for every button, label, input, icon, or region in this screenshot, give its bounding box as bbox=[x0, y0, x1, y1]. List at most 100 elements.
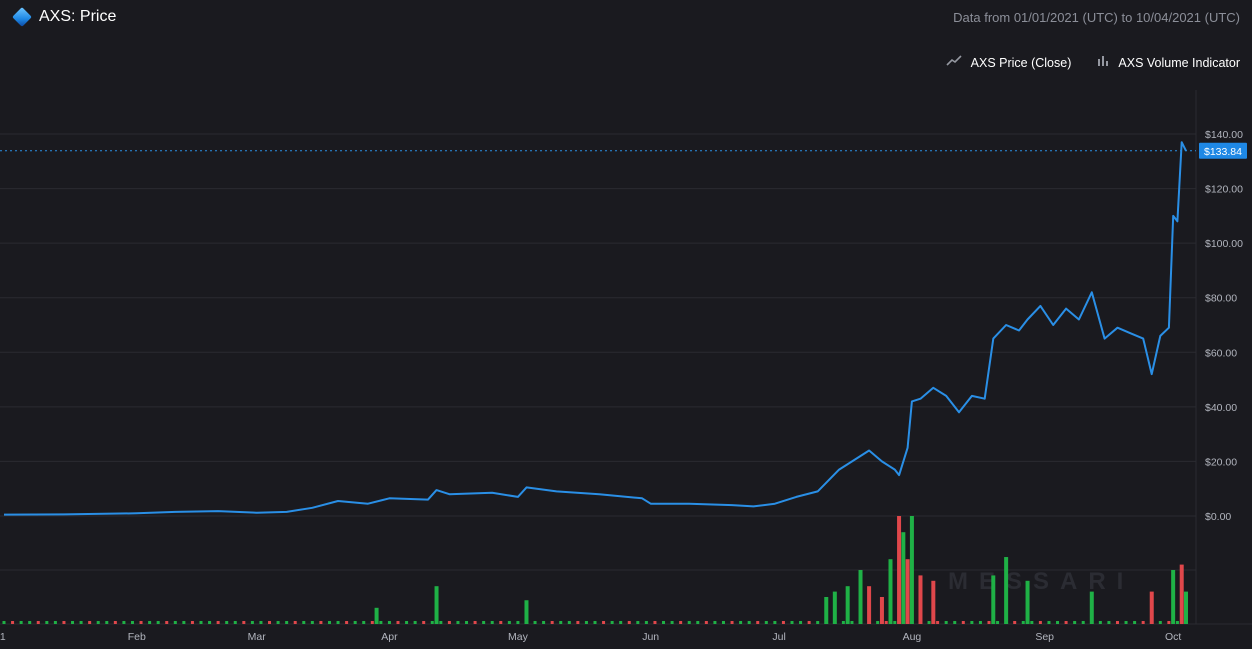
x-tick-label: May bbox=[508, 631, 529, 643]
volume-bar bbox=[773, 621, 777, 624]
volume-bar bbox=[28, 621, 32, 624]
volume-bar bbox=[71, 621, 75, 624]
volume-bar bbox=[208, 621, 212, 624]
messari-watermark: MESSARI bbox=[948, 568, 1135, 595]
y-tick-label: $20.00 bbox=[1205, 456, 1237, 468]
volume-bar bbox=[250, 621, 254, 624]
legend-label-price: AXS Price (Close) bbox=[970, 55, 1072, 70]
volume-bar bbox=[285, 621, 289, 624]
y-tick-label: $60.00 bbox=[1205, 347, 1237, 359]
y-tick-label: $40.00 bbox=[1205, 402, 1237, 414]
volume-bar bbox=[45, 621, 49, 624]
x-tick-label: Feb bbox=[128, 631, 146, 643]
volume-bar bbox=[499, 621, 503, 624]
volume-bar bbox=[584, 621, 588, 624]
volume-bar bbox=[845, 586, 850, 624]
volume-bar bbox=[465, 621, 469, 624]
volume-bar bbox=[764, 621, 768, 624]
volume-bar bbox=[602, 621, 606, 624]
volume-bar bbox=[225, 621, 229, 624]
x-tick-label: Jun bbox=[642, 631, 659, 643]
volume-bar bbox=[130, 621, 134, 624]
volume-bar bbox=[876, 621, 880, 624]
volume-bar bbox=[593, 621, 597, 624]
volume-bar bbox=[884, 621, 888, 624]
volume-bar bbox=[567, 621, 571, 624]
volume-bar bbox=[327, 621, 331, 624]
volume-bar bbox=[182, 621, 186, 624]
volume-bar bbox=[1179, 564, 1184, 624]
volume-bar bbox=[293, 621, 297, 624]
y-tick-label: $120.00 bbox=[1205, 184, 1243, 196]
volume-bar bbox=[113, 621, 117, 624]
volume-bar bbox=[473, 621, 477, 624]
volume-bar bbox=[379, 621, 383, 624]
volume-bar bbox=[704, 621, 708, 624]
volume-bar bbox=[19, 621, 23, 624]
volume-bar bbox=[105, 621, 109, 624]
volume-bar bbox=[1158, 621, 1162, 624]
volume-bar bbox=[259, 621, 263, 624]
volume-bar bbox=[931, 580, 936, 624]
volume-bar bbox=[336, 621, 340, 624]
volume-bar bbox=[756, 621, 760, 624]
volume-bar bbox=[430, 621, 434, 624]
chart-header: AXS: Price bbox=[12, 7, 117, 27]
volume-bar bbox=[1064, 621, 1068, 624]
price-line bbox=[3, 141, 1187, 516]
volume-bar bbox=[653, 621, 657, 624]
volume-bar bbox=[233, 621, 237, 624]
volume-bar bbox=[832, 591, 837, 624]
volume-bar bbox=[1056, 621, 1060, 624]
volume-bar bbox=[841, 621, 845, 624]
volume-bar bbox=[550, 621, 554, 624]
volume-bar bbox=[148, 621, 152, 624]
volume-bar bbox=[302, 621, 306, 624]
chart-title: AXS: Price bbox=[39, 8, 117, 25]
volume-bar bbox=[1047, 621, 1051, 624]
volume-bar bbox=[679, 621, 683, 624]
volume-bar bbox=[927, 621, 931, 624]
volume-bar bbox=[781, 621, 785, 624]
volume-bar bbox=[696, 621, 700, 624]
volume-bar bbox=[2, 621, 6, 624]
volume-bar bbox=[996, 621, 1000, 624]
volume-bar bbox=[1089, 591, 1094, 624]
volume-bar bbox=[173, 621, 177, 624]
volume-bar bbox=[242, 621, 246, 624]
volume-bar bbox=[268, 621, 272, 624]
volume-bar bbox=[199, 621, 203, 624]
volume-bar bbox=[897, 516, 902, 624]
legend-label-volume: AXS Volume Indicator bbox=[1118, 55, 1240, 70]
volume-bar bbox=[807, 621, 811, 624]
volume-bar bbox=[1107, 621, 1111, 624]
volume-bar bbox=[456, 621, 460, 624]
volume-bar bbox=[276, 621, 280, 624]
volume-bar bbox=[619, 621, 623, 624]
volume-bar bbox=[1013, 621, 1017, 624]
volume-bar bbox=[353, 621, 357, 624]
volume-bar bbox=[824, 597, 829, 624]
volume-bar bbox=[918, 575, 923, 624]
volume-bar bbox=[1167, 621, 1171, 624]
volume-bar bbox=[1149, 591, 1154, 624]
volume-bar bbox=[636, 621, 640, 624]
volume-bar bbox=[524, 600, 529, 624]
legend-item-price[interactable]: AXS Price (Close) bbox=[946, 55, 1072, 70]
volume-bar bbox=[374, 607, 379, 624]
legend-item-volume[interactable]: AXS Volume Indicator bbox=[1097, 55, 1240, 70]
volume-bar bbox=[122, 621, 126, 624]
volume-bar bbox=[670, 621, 674, 624]
volume-bar bbox=[1021, 621, 1025, 624]
volume-bar bbox=[739, 621, 743, 624]
volume-bar bbox=[858, 570, 863, 624]
volume-bar bbox=[879, 597, 884, 624]
x-tick-label: Oct bbox=[1165, 631, 1181, 643]
volume-bar bbox=[1184, 591, 1188, 624]
line-chart-icon bbox=[946, 55, 962, 70]
x-tick-label: Mar bbox=[248, 631, 267, 643]
volume-bar bbox=[850, 621, 854, 624]
volume-bar bbox=[53, 621, 57, 624]
volume-bar bbox=[1124, 621, 1128, 624]
